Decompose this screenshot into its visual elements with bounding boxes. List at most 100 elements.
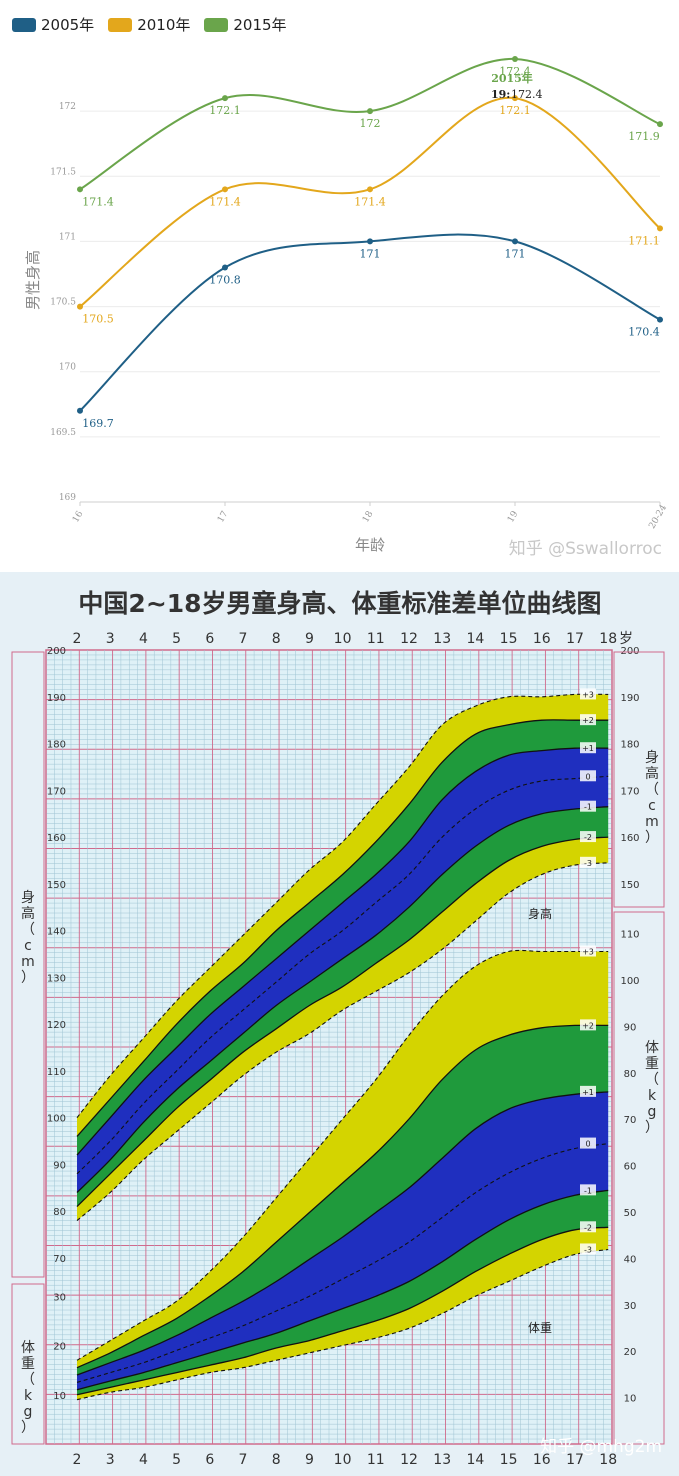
weight-right-frame [613,911,665,1445]
band-minus1-minus2 [77,1190,609,1395]
axis-title-char: c [24,938,32,954]
sd-label: +3 [582,690,594,699]
axis-title-char: 体 [645,1040,659,1056]
weight-right-tick: 60 [624,1162,637,1173]
axis-title-char: （ [645,1072,659,1088]
height-right-tick: 180 [620,740,639,751]
data-point[interactable] [77,186,83,193]
sd-curve [76,1024,609,1369]
data-label: 170.8 [209,273,241,286]
data-point[interactable] [77,303,83,310]
sd-label: 0 [585,1140,590,1149]
height-left-tick: 130 [47,973,66,984]
sd-curve [76,1248,609,1401]
legend-item-2010[interactable]: 2010年 [108,14,190,35]
age-label-bottom: 14 [466,1452,484,1468]
age-label-bottom: 8 [272,1452,281,1468]
sd-curve [76,1091,609,1376]
age-label-bottom: 10 [334,1452,352,1468]
sd-label: 0 [585,772,590,781]
height-left-tick: 160 [47,833,66,844]
height-right-tick: 160 [620,833,639,844]
y-tick-label: 169.5 [50,428,76,438]
age-label-bottom: 2 [73,1452,82,1468]
age-label-bottom: 9 [305,1452,314,1468]
data-point[interactable] [222,186,228,193]
data-point[interactable] [77,407,83,414]
age-label-bottom: 5 [172,1452,181,1468]
height-left-frame [11,651,45,1278]
weight-left-tick: 10 [53,1391,66,1402]
axis-title-char: ） [21,970,35,986]
age-label-top: 18 [599,631,617,647]
axis-title-char: 重 [21,1356,35,1372]
sd-label-bg [580,1221,596,1233]
age-label-top: 11 [367,631,385,647]
data-point[interactable] [367,186,373,193]
data-point[interactable] [657,121,663,128]
legend-label-2015: 2015年 [233,16,287,34]
sd-label: +1 [582,744,594,753]
data-label: 170.4 [628,326,660,339]
sd-curve [76,949,609,1361]
height-left-tick: 120 [47,1020,66,1031]
age-label-bottom: 12 [400,1452,418,1468]
data-point[interactable] [367,108,373,115]
weight-left-tick: 30 [53,1292,66,1303]
data-point[interactable] [657,225,663,232]
legend-label-2005: 2005年 [41,16,95,34]
tooltip: 2015年 19: 172.4 [491,71,543,101]
axis-title-char: ） [645,1120,659,1136]
data-label: 171.4 [82,195,114,208]
sd-label-bg [580,742,596,754]
height-left-tick: 180 [47,740,66,751]
data-point[interactable] [222,95,228,102]
height-section-label: 身高 [528,906,552,921]
age-label-top: 16 [533,631,551,647]
weight-right-tick: 100 [620,976,639,987]
weight-right-tick: 70 [624,1115,637,1126]
weight-right-tick: 50 [624,1208,637,1219]
y-tick-label: 172 [59,102,76,112]
data-point[interactable] [512,238,518,245]
data-point[interactable] [512,56,518,63]
sd-label-bg [580,714,596,726]
tooltip-value: 172.4 [511,88,543,101]
height-left-tick: 70 [53,1254,66,1265]
y-tick-label: 170.5 [50,298,76,308]
axis-title-char: m [21,954,35,970]
growth-chart-plot: 中国2~18岁男童身高、体重标准差单位曲线图+3+2+10-1-2-3+3+2+… [11,589,665,1468]
sd-label-bg [580,1184,596,1196]
weight-bands: +3 +2 +1 0 -1 -2 -3 [76,945,609,1401]
sd-label-bg [580,800,596,812]
data-label: 171 [360,247,381,260]
legend-item-2015[interactable]: 2015年 [204,14,287,35]
y-axis-title: 男性身高 [24,250,42,310]
data-label: 170.5 [82,313,114,326]
axis-title-char: c [648,798,656,814]
data-label: 171.4 [209,195,241,208]
data-point[interactable] [367,238,373,245]
sd-curve [76,775,609,1175]
age-label-bottom: 15 [500,1452,518,1468]
age-label-top: 7 [239,631,248,647]
sd-label-bg [580,1085,596,1097]
y-tick-label: 171 [59,232,76,242]
data-point[interactable] [222,264,228,271]
x-tick-label: 17 [216,509,231,524]
axis-title-char: （ [645,782,659,798]
axis-title-char: 高 [21,905,35,922]
series-2015年: 171.4 172.1 172 172.4 171.9 [77,56,663,208]
height-left-tick: 170 [47,786,66,797]
band-plus2-plus1 [77,1025,609,1375]
axis-title-char: ） [21,1420,35,1436]
data-point[interactable] [512,95,518,102]
data-point[interactable] [657,316,663,323]
legend-item-2005[interactable]: 2005年 [12,14,94,35]
series-line[interactable] [79,233,661,412]
band-plus1-minus1 [77,1091,609,1390]
sd-label-bg [580,770,596,782]
age-label-top: 5 [172,631,181,647]
legend-swatch-2010 [108,17,133,32]
age-label-top: 8 [272,631,281,647]
